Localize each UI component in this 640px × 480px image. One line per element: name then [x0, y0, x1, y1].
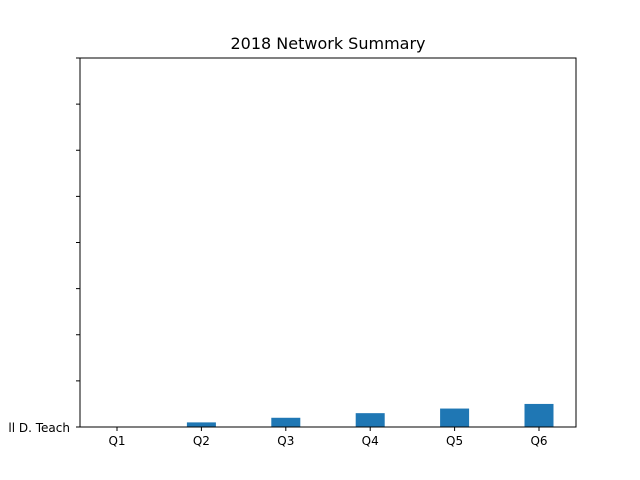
- x-tick-label-q5: Q5: [446, 434, 463, 448]
- x-tick-label-q3: Q3: [277, 434, 294, 448]
- bar-q2: [186, 422, 216, 427]
- x-tick-label-q1: Q1: [108, 434, 125, 448]
- chart-title: 2018 Network Summary: [230, 34, 425, 53]
- bar-q3: [271, 417, 301, 427]
- y-axis: ll D. Teach: [8, 57, 80, 435]
- bar-q5: [440, 408, 470, 427]
- bars-group: [186, 403, 554, 427]
- bar-q4: [355, 413, 385, 427]
- x-axis: Q1 Q2 Q3 Q4 Q5 Q6: [108, 427, 548, 448]
- bar-q6: [524, 403, 554, 427]
- x-tick-label-q6: Q6: [530, 434, 547, 448]
- plot-frame: [79, 57, 577, 428]
- y-tick-label-0: ll D. Teach: [8, 421, 70, 435]
- x-tick-label-q2: Q2: [193, 434, 210, 448]
- x-tick-label-q4: Q4: [362, 434, 379, 448]
